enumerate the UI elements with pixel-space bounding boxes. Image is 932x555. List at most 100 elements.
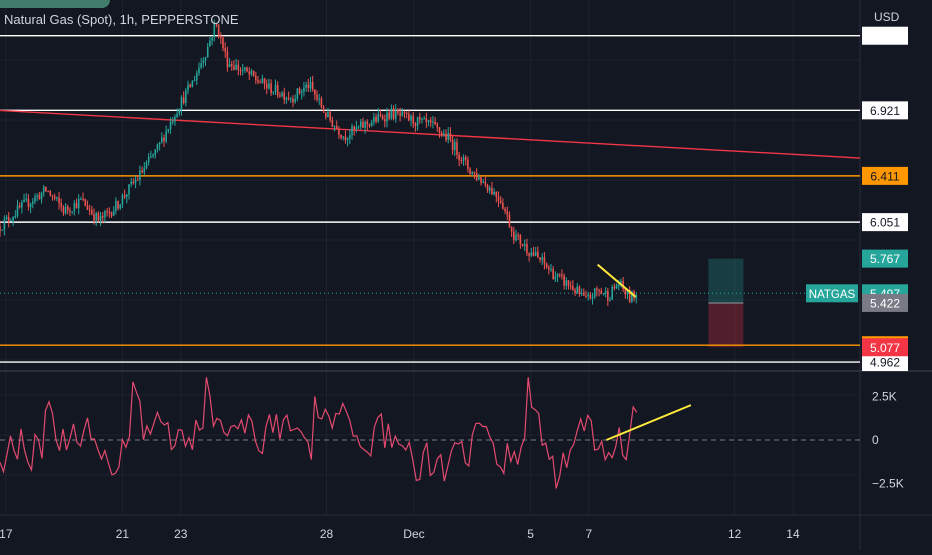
candle-body bbox=[270, 83, 272, 94]
candle-body bbox=[414, 123, 417, 126]
candle-body bbox=[77, 198, 80, 209]
candle-body bbox=[21, 202, 23, 208]
candle-body bbox=[346, 138, 349, 141]
candle-body bbox=[394, 110, 397, 119]
candle-body bbox=[152, 154, 154, 157]
candle-body bbox=[36, 195, 38, 197]
candle-body bbox=[556, 274, 559, 277]
candle-body bbox=[12, 217, 14, 221]
candle-body bbox=[130, 181, 132, 185]
candle-body bbox=[285, 97, 288, 100]
candle-body bbox=[405, 112, 408, 114]
candle-body bbox=[388, 112, 390, 119]
candle-body bbox=[88, 209, 91, 211]
candle-body bbox=[582, 292, 585, 296]
candle-body bbox=[427, 120, 430, 122]
candle-body bbox=[438, 127, 441, 133]
candle-body bbox=[458, 154, 460, 160]
candle-body bbox=[261, 78, 264, 83]
candle-body bbox=[484, 181, 487, 186]
candle-body bbox=[47, 191, 49, 193]
candle-body bbox=[217, 24, 220, 38]
candle-body bbox=[165, 131, 167, 142]
candle-body bbox=[10, 220, 12, 222]
candle-body bbox=[95, 213, 98, 221]
candle-body bbox=[204, 57, 207, 61]
candle-body bbox=[451, 139, 454, 150]
indicator-pill[interactable] bbox=[0, 0, 110, 8]
candle-body bbox=[147, 156, 150, 163]
candle-body bbox=[292, 98, 294, 103]
candle-body bbox=[200, 63, 202, 68]
time-tick-label: 28 bbox=[320, 527, 334, 541]
currency-label: USD bbox=[874, 10, 900, 24]
candle-body bbox=[287, 97, 290, 100]
candle-body bbox=[274, 84, 277, 92]
candle-body bbox=[1, 229, 3, 231]
symbol-tag-label: NATGAS bbox=[809, 289, 856, 301]
candle-body bbox=[25, 198, 28, 200]
candle-body bbox=[364, 121, 366, 128]
candle-body bbox=[75, 203, 78, 209]
candle-body bbox=[222, 37, 224, 49]
candle-body bbox=[314, 89, 316, 95]
candle-body bbox=[237, 64, 240, 71]
candle-body bbox=[384, 119, 386, 122]
candle-body bbox=[585, 295, 587, 297]
candle-body bbox=[425, 118, 428, 122]
candle-body bbox=[443, 133, 445, 136]
candle-body bbox=[259, 82, 261, 84]
candle-body bbox=[108, 211, 111, 213]
candle-body bbox=[31, 201, 34, 204]
candle-body bbox=[467, 159, 469, 169]
candle-body bbox=[495, 191, 498, 197]
candle-body bbox=[257, 79, 259, 83]
candle-body bbox=[115, 201, 117, 211]
candle-body bbox=[134, 179, 137, 184]
price-level-label: 6.921 bbox=[870, 104, 900, 118]
candle-body bbox=[64, 206, 67, 214]
candle-body bbox=[132, 181, 135, 184]
candle-body bbox=[58, 197, 60, 204]
candle-body bbox=[517, 234, 519, 236]
candle-body bbox=[526, 244, 528, 254]
candle-body bbox=[34, 196, 36, 202]
candle-body bbox=[429, 120, 432, 123]
candle-body bbox=[327, 111, 329, 118]
candle-body bbox=[158, 142, 161, 145]
candle-body bbox=[300, 91, 303, 94]
candle-body bbox=[617, 284, 620, 286]
price-tag bbox=[862, 338, 908, 357]
time-tick-label: 14 bbox=[786, 527, 800, 541]
candle-body bbox=[403, 111, 406, 113]
candle-body bbox=[169, 121, 172, 130]
candle-body bbox=[246, 67, 248, 72]
candle-body bbox=[228, 64, 231, 68]
candle-body bbox=[381, 115, 384, 120]
candle-body bbox=[49, 191, 52, 196]
candle-body bbox=[97, 213, 100, 221]
candle-body bbox=[296, 88, 299, 99]
candle-body bbox=[558, 274, 561, 276]
candle-body bbox=[530, 252, 533, 256]
candle-body bbox=[272, 91, 275, 94]
candle-body bbox=[163, 137, 165, 142]
candle-body bbox=[576, 286, 579, 294]
candle-body bbox=[410, 115, 412, 121]
candle-body bbox=[532, 252, 535, 256]
candle-body bbox=[528, 253, 530, 256]
candle-body bbox=[486, 185, 489, 191]
candle-body bbox=[578, 286, 581, 294]
candle-body bbox=[86, 205, 89, 210]
candle-body bbox=[550, 269, 552, 271]
candle-body bbox=[355, 126, 358, 130]
candle-body bbox=[340, 134, 342, 138]
candle-body bbox=[504, 208, 506, 212]
candle-body bbox=[609, 299, 611, 301]
candle-body bbox=[220, 37, 222, 39]
candle-body bbox=[602, 293, 605, 295]
candle-body bbox=[239, 70, 242, 72]
candle-body bbox=[150, 156, 152, 158]
